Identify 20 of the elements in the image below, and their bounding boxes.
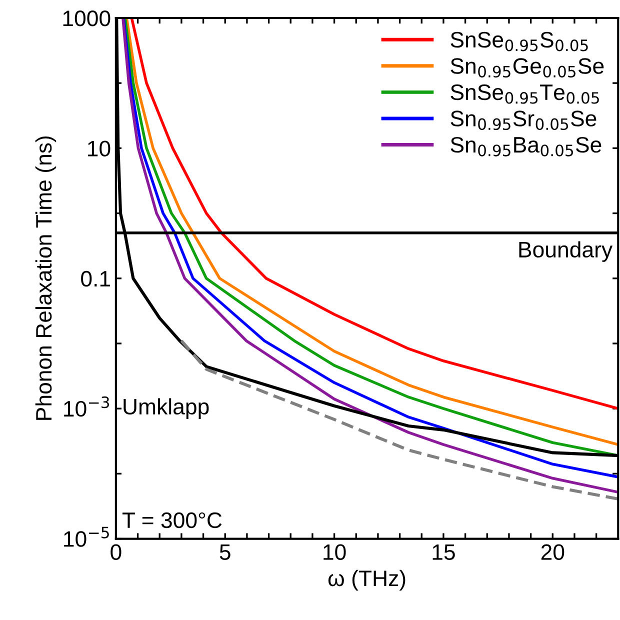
legend-label: Sn$_{0.95}$Ba$_{0.05}$Se	[450, 136, 602, 156]
x-tick-label: 10	[324, 544, 346, 560]
x-tick-label: 5	[220, 544, 230, 560]
y-tick-label: 10$^{−3}$	[64, 396, 110, 417]
legend-label: SnSe$_{0.95}$Te$_{0.05}$	[450, 84, 599, 104]
legend-label: Sn$_{0.95}$Sr$_{0.05}$Se	[450, 110, 596, 130]
y-tick-label: 10$^{−5}$	[64, 526, 109, 547]
annotation: Umklapp	[124, 398, 209, 419]
x-tick-label: 15	[432, 544, 455, 560]
x-tick-label: 20	[541, 544, 564, 560]
y-axis-title: Phonon Relaxation Time (ns)	[35, 136, 56, 420]
x-axis-title: ω (THz)	[328, 570, 406, 591]
ref-line-label: Boundary	[519, 241, 613, 262]
y-tick-label: 1000	[63, 10, 110, 26]
y-tick-label: 10	[88, 140, 110, 156]
y-tick-label: 0.1	[81, 270, 110, 287]
legend-label: SnSe$_{0.95}$S$_{0.05}$	[450, 32, 588, 52]
annotation: T = 300°C	[122, 512, 222, 528]
legend-label: Sn$_{0.95}$Ge$_{0.05}$Se	[450, 58, 604, 78]
x-tick-label: 0	[110, 544, 122, 560]
